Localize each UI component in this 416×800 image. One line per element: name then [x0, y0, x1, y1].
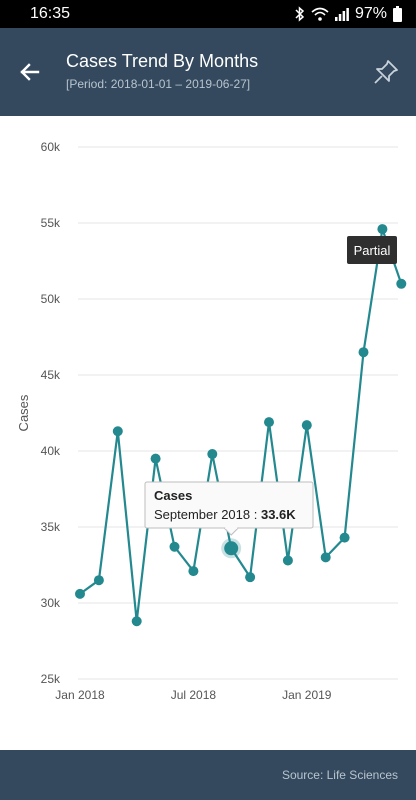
- back-arrow-icon[interactable]: [14, 56, 46, 88]
- y-tick-label: 60k: [41, 140, 61, 154]
- wifi-icon: [311, 7, 329, 21]
- app-header: Cases Trend By Months [Period: 2018-01-0…: [0, 28, 416, 116]
- y-tick-label: 55k: [41, 216, 61, 230]
- data-point: [131, 616, 142, 627]
- data-point: [112, 426, 123, 437]
- data-point: [396, 278, 407, 289]
- footer-bar: Source: Life Sciences: [0, 750, 416, 800]
- y-axis-label: Cases: [16, 394, 31, 431]
- data-point: [245, 572, 256, 583]
- tooltip-title: Cases: [154, 488, 192, 503]
- data-point: [320, 552, 331, 563]
- battery-percent: 97%: [354, 5, 387, 22]
- data-point: [207, 449, 218, 460]
- data-point: [301, 420, 312, 431]
- battery-icon: [393, 6, 402, 22]
- highlighted-point: [224, 541, 239, 556]
- cases-line-chart: 25k 30k 35k 40k 45k 50k 55k 60k Cases Jan 2018 Jul…: [0, 116, 416, 750]
- series-line: [79, 227, 403, 623]
- y-tick-label: 30k: [41, 596, 61, 610]
- x-tick-label: Jul 2018: [171, 688, 217, 702]
- data-point: [339, 532, 350, 543]
- partial-label: Partial: [354, 243, 391, 258]
- status-bar: 16:35 97%: [0, 0, 416, 28]
- data-point: [169, 541, 180, 552]
- y-tick-label: 40k: [41, 444, 61, 458]
- data-point: [93, 575, 104, 586]
- signal-icon: [334, 8, 349, 21]
- partial-label-box: [347, 236, 397, 264]
- status-icons: 97%: [295, 5, 402, 23]
- source-label: Source: Life Sciences: [281, 768, 398, 782]
- y-tick-label: 50k: [41, 292, 61, 306]
- x-tick-label: Jan 2018: [55, 688, 105, 702]
- data-point: [188, 566, 199, 577]
- tooltip-text: September 2018 : 33.6K: [154, 507, 296, 522]
- y-tick-label: 35k: [41, 520, 61, 534]
- tooltip-pointer: [223, 527, 239, 536]
- data-point: [75, 588, 85, 599]
- chart-canvas: 25k 30k 35k 40k 45k 50k 55k 60k Cases Jan 2018 Jul…: [16, 140, 407, 702]
- status-time: 16:35: [30, 5, 71, 22]
- bluetooth-icon: [295, 6, 305, 22]
- data-point: [282, 555, 293, 566]
- y-tick-label: 45k: [41, 368, 61, 382]
- data-point: [358, 347, 369, 358]
- data-point: [264, 417, 274, 428]
- y-tick-label: 25k: [41, 672, 61, 686]
- data-point: [377, 224, 388, 235]
- x-tick-label: Jan 2019: [282, 688, 332, 702]
- page-title: Cases Trend By Months: [66, 51, 259, 71]
- data-point: [150, 453, 161, 464]
- pin-icon[interactable]: [370, 56, 402, 88]
- period-subtitle: [Period: 2018-01-01 – 2019-06-27]: [66, 77, 251, 91]
